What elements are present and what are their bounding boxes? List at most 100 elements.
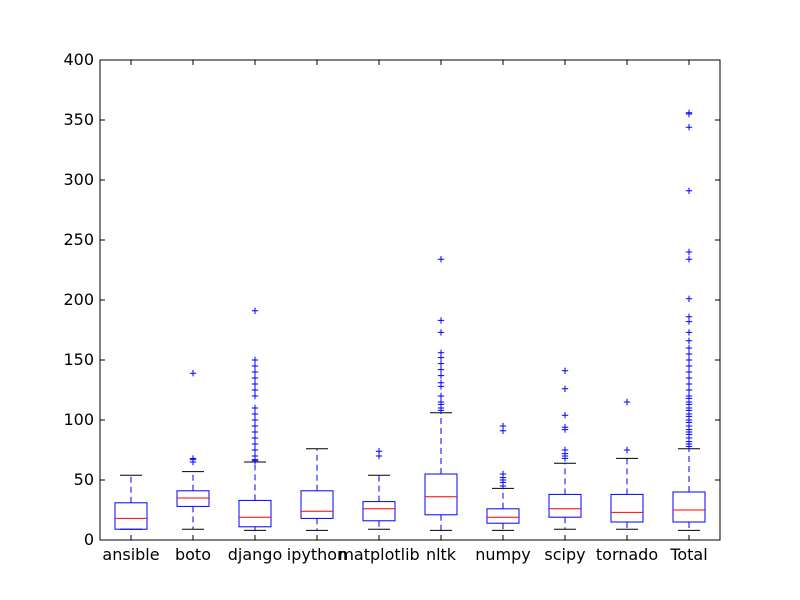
box-total xyxy=(672,109,706,531)
flier-point xyxy=(251,392,259,400)
flier-point xyxy=(437,317,445,324)
x-tick-label-ansible: ansible xyxy=(102,545,159,564)
box-scipy xyxy=(548,367,582,530)
flier-point xyxy=(437,349,445,356)
box-ansible xyxy=(114,474,148,530)
flier-point xyxy=(251,362,259,370)
flier-point xyxy=(437,366,445,373)
flier-point xyxy=(685,374,693,382)
flier-point xyxy=(685,386,693,394)
box-body xyxy=(672,491,706,523)
flier-point xyxy=(437,392,445,400)
box-nltk xyxy=(424,256,458,531)
y-tick-label: 400 xyxy=(63,50,94,69)
box-body xyxy=(114,502,148,530)
flier-point xyxy=(685,356,693,364)
x-tick-label-boto: boto xyxy=(175,545,211,564)
flier-point xyxy=(685,337,693,344)
x-tick-label-nltk: nltk xyxy=(426,545,457,564)
flier-point xyxy=(437,256,445,263)
flier-point xyxy=(561,385,569,392)
flier-point xyxy=(685,329,693,336)
flier-point xyxy=(251,374,259,382)
box-body xyxy=(486,508,520,524)
flier-point xyxy=(685,295,693,302)
box-numpy xyxy=(486,422,520,531)
flier-point xyxy=(251,428,259,436)
y-tick-label: 350 xyxy=(63,110,94,129)
flier-point xyxy=(437,360,445,367)
box-matplotlib xyxy=(362,448,396,530)
x-tick-label-total: Total xyxy=(669,545,707,564)
box-body xyxy=(300,490,334,519)
flier-point xyxy=(685,380,693,388)
y-tick-label: 150 xyxy=(63,350,94,369)
flier-point xyxy=(685,368,693,376)
y-tick-label: 200 xyxy=(63,290,94,309)
flier-point xyxy=(437,372,445,379)
flier-point xyxy=(499,470,507,478)
flier-point xyxy=(685,344,693,352)
flier-point xyxy=(685,256,693,263)
flier-point xyxy=(251,452,259,460)
flier-point xyxy=(499,422,507,430)
y-tick-label: 0 xyxy=(84,530,94,549)
flier-point xyxy=(251,422,259,430)
flier-point xyxy=(375,448,383,455)
flier-point xyxy=(623,446,631,454)
flier-point xyxy=(251,307,259,314)
flier-point xyxy=(685,313,693,320)
box-body xyxy=(238,499,272,528)
flier-point xyxy=(189,455,197,462)
flier-point xyxy=(251,416,259,424)
flier-point xyxy=(251,434,259,442)
box-series xyxy=(114,109,706,531)
y-tick-label: 250 xyxy=(63,230,94,249)
flier-point xyxy=(251,404,259,412)
y-axis: 0 50 100 150 200 250 300 350 400 xyxy=(63,50,720,549)
flier-point xyxy=(685,109,693,116)
flier-point xyxy=(561,412,569,419)
flier-point xyxy=(561,424,569,431)
box-body xyxy=(610,493,644,523)
flier-point xyxy=(251,368,259,376)
plot-area-frame xyxy=(99,59,721,541)
x-tick-label-django: django xyxy=(228,545,283,564)
flier-point xyxy=(685,392,693,400)
y-tick-label: 100 xyxy=(63,410,94,429)
y-tick-label: 300 xyxy=(63,170,94,189)
flier-point xyxy=(251,356,259,364)
flier-point xyxy=(189,370,197,377)
flier-point xyxy=(251,410,259,418)
x-tick-label-ipython: ipython xyxy=(287,545,347,564)
flier-point xyxy=(561,446,569,454)
flier-point xyxy=(685,187,693,194)
y-tick-label: 50 xyxy=(74,470,94,489)
flier-point xyxy=(251,440,259,448)
flier-point xyxy=(437,379,445,386)
x-tick-label-numpy: numpy xyxy=(475,545,531,564)
box-body xyxy=(424,473,458,516)
x-tick-label-matplotlib: matplotlib xyxy=(338,545,419,564)
flier-point xyxy=(251,386,259,394)
x-tick-label-tornado: tornado xyxy=(596,545,658,564)
flier-point xyxy=(437,398,445,406)
box-tornado xyxy=(610,398,644,530)
box-body xyxy=(548,493,582,518)
flier-point xyxy=(437,329,445,336)
box-django xyxy=(238,307,272,531)
box-boto xyxy=(176,370,210,530)
flier-point xyxy=(251,446,259,454)
box-ipython xyxy=(300,448,334,531)
box-body xyxy=(176,490,210,507)
flier-point xyxy=(251,380,259,388)
flier-point xyxy=(623,398,631,406)
flier-point xyxy=(685,362,693,370)
x-tick-label-scipy: scipy xyxy=(544,545,585,564)
flier-point xyxy=(561,367,569,374)
flier-point xyxy=(685,124,693,131)
flier-point xyxy=(685,248,693,256)
box-body xyxy=(362,501,396,522)
